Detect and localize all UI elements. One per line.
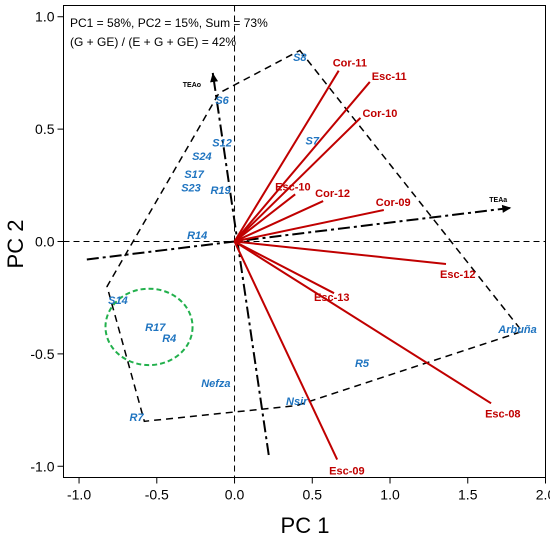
y-tick-label: 1.0 xyxy=(35,9,55,25)
tea-axes: TEAa TEAo xyxy=(86,72,512,456)
x-tick-label: 0.5 xyxy=(303,487,323,503)
env-vector-esc-11 xyxy=(233,81,371,243)
genotype-label-nefza: Nefza xyxy=(201,378,230,390)
environment-vectors: Cor-11 Esc-11 Cor-10 Esc-10 Cor-12 Cor-09 Esc-… xyxy=(233,58,521,478)
env-vector-cor-09 xyxy=(234,209,385,243)
env-vector-esc-10 xyxy=(233,193,296,243)
genotype-label-r5: R5 xyxy=(355,358,370,370)
genotype-label-r19: R19 xyxy=(210,185,231,197)
env-label-esc-09: Esc-09 xyxy=(329,466,364,478)
genotype-label-r14: R14 xyxy=(187,230,207,242)
genotype-label-s14: S14 xyxy=(108,295,128,307)
genotype-label-r7: R7 xyxy=(130,412,145,424)
x-tick-label: -1.0 xyxy=(67,487,91,503)
annotation-variance: PC1 = 58%, PC2 = 15%, Sum = 73% xyxy=(70,16,268,30)
genotype-label-s6: S6 xyxy=(215,95,229,107)
x-tick-label: 1.5 xyxy=(458,487,478,503)
genotype-label-s7: S7 xyxy=(306,135,320,147)
env-label-esc-10: Esc-10 xyxy=(275,181,310,193)
tea-arrowhead-teao xyxy=(210,72,219,83)
genotype-label-s17: S17 xyxy=(184,169,204,181)
x-tick-label: 0.0 xyxy=(225,487,245,503)
ellipse-shape xyxy=(104,287,194,367)
tea-axis-line-teao xyxy=(211,72,270,456)
genotype-label-r4: R4 xyxy=(162,333,176,345)
genotype-label-s12: S12 xyxy=(212,138,232,150)
x-tick-label: -0.5 xyxy=(145,487,169,503)
convex-hull xyxy=(106,49,524,423)
env-label-cor-12: Cor-12 xyxy=(315,188,350,200)
genotype-label-r17: R17 xyxy=(145,322,166,334)
env-vector-esc-08 xyxy=(233,240,492,405)
y-tick-label: -0.5 xyxy=(30,346,54,362)
genotype-label-nsir: Nsir xyxy=(286,396,308,408)
x-tick-label: 1.0 xyxy=(380,487,400,503)
x-axis-title: PC 1 xyxy=(281,513,330,538)
y-axis-title: PC 2 xyxy=(3,220,28,269)
env-label-esc-11: Esc-11 xyxy=(372,71,407,83)
y-tick-label: 0.5 xyxy=(35,121,55,137)
tea-arrowhead-teaa xyxy=(501,204,512,213)
env-vector-esc-13 xyxy=(234,240,335,295)
env-vector-cor-10 xyxy=(233,117,362,243)
env-vector-esc-09 xyxy=(233,241,339,460)
genotype-label-s24: S24 xyxy=(192,151,212,163)
genotype-label-s23: S23 xyxy=(181,183,201,195)
hull-polygon xyxy=(106,49,524,423)
y-tick-label: -1.0 xyxy=(30,458,54,474)
tea-axis-line-teaa xyxy=(86,206,512,261)
tea-label-teao: TEAo xyxy=(183,82,201,89)
cluster-ellipse xyxy=(104,287,194,367)
x-tick-label: 2.0 xyxy=(536,487,550,503)
genotype-label-s8: S8 xyxy=(293,52,307,64)
genotype-label-arbu-a: Arbuña xyxy=(497,324,537,336)
env-vector-esc-12 xyxy=(234,240,447,265)
env-vector-cor-12 xyxy=(234,200,324,243)
env-label-cor-10: Cor-10 xyxy=(362,108,397,120)
env-label-cor-11: Cor-11 xyxy=(333,58,367,70)
env-label-cor-09: Cor-09 xyxy=(376,197,411,209)
env-vector-cor-11 xyxy=(233,70,340,243)
axes: -1.0 -0.5 0.0 0.5 1.0 1.5 2.0 -1.0 -0.5 0.0 0.5 1.0 xyxy=(30,9,550,503)
env-label-esc-08: Esc-08 xyxy=(485,408,520,420)
annotation-ratio: (G + GE) / (E + G + GE) = 42% xyxy=(70,35,236,49)
y-tick-label: 0.0 xyxy=(35,234,55,250)
env-label-esc-13: Esc-13 xyxy=(314,292,349,304)
env-label-esc-12: Esc-12 xyxy=(440,269,475,281)
tea-label-teaa: TEAa xyxy=(489,197,507,204)
